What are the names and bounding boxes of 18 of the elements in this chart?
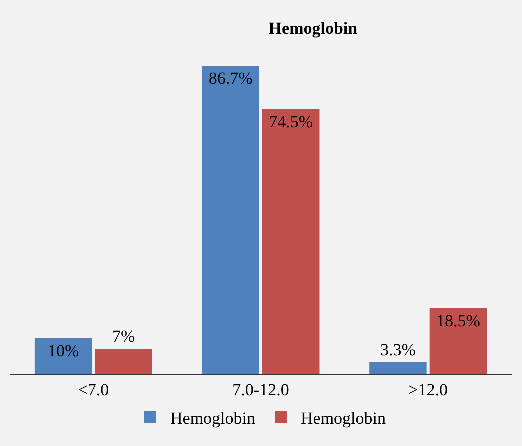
bar — [34, 338, 92, 374]
data-label: 3.3% — [380, 340, 416, 360]
chart-title: Hemoglobin — [268, 19, 358, 38]
data-label: 7% — [112, 327, 136, 346]
bar — [262, 110, 320, 374]
data-label: 18.5% — [436, 311, 480, 330]
x-tick-label: 7.0-12.0 — [232, 380, 290, 400]
data-label: 10% — [48, 342, 80, 360]
bar — [430, 308, 488, 374]
bar — [202, 66, 260, 374]
bar — [370, 362, 427, 374]
data-label: 86.7% — [208, 69, 253, 88]
x-tick-label: <7.0 — [78, 380, 110, 400]
legend-label: Hemoglobin — [170, 409, 256, 428]
data-label: 74.5% — [269, 112, 314, 132]
x-tick-label: >12.0 — [408, 380, 448, 400]
legend-label: Hemoglobin — [300, 409, 386, 428]
bar — [95, 349, 152, 374]
